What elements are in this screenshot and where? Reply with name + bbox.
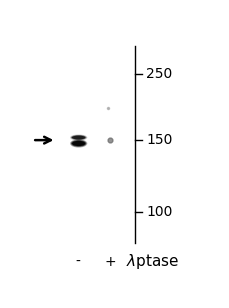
Text: $\lambda$ptase: $\lambda$ptase — [125, 252, 178, 271]
Text: +: + — [104, 255, 115, 269]
Text: 250: 250 — [146, 67, 172, 81]
Ellipse shape — [71, 135, 86, 140]
Text: -: - — [75, 255, 80, 269]
Ellipse shape — [70, 135, 87, 140]
Text: 150: 150 — [146, 133, 172, 147]
Ellipse shape — [72, 141, 85, 146]
Ellipse shape — [72, 136, 85, 140]
Ellipse shape — [71, 140, 86, 147]
Ellipse shape — [70, 139, 87, 148]
Text: 100: 100 — [146, 205, 172, 220]
